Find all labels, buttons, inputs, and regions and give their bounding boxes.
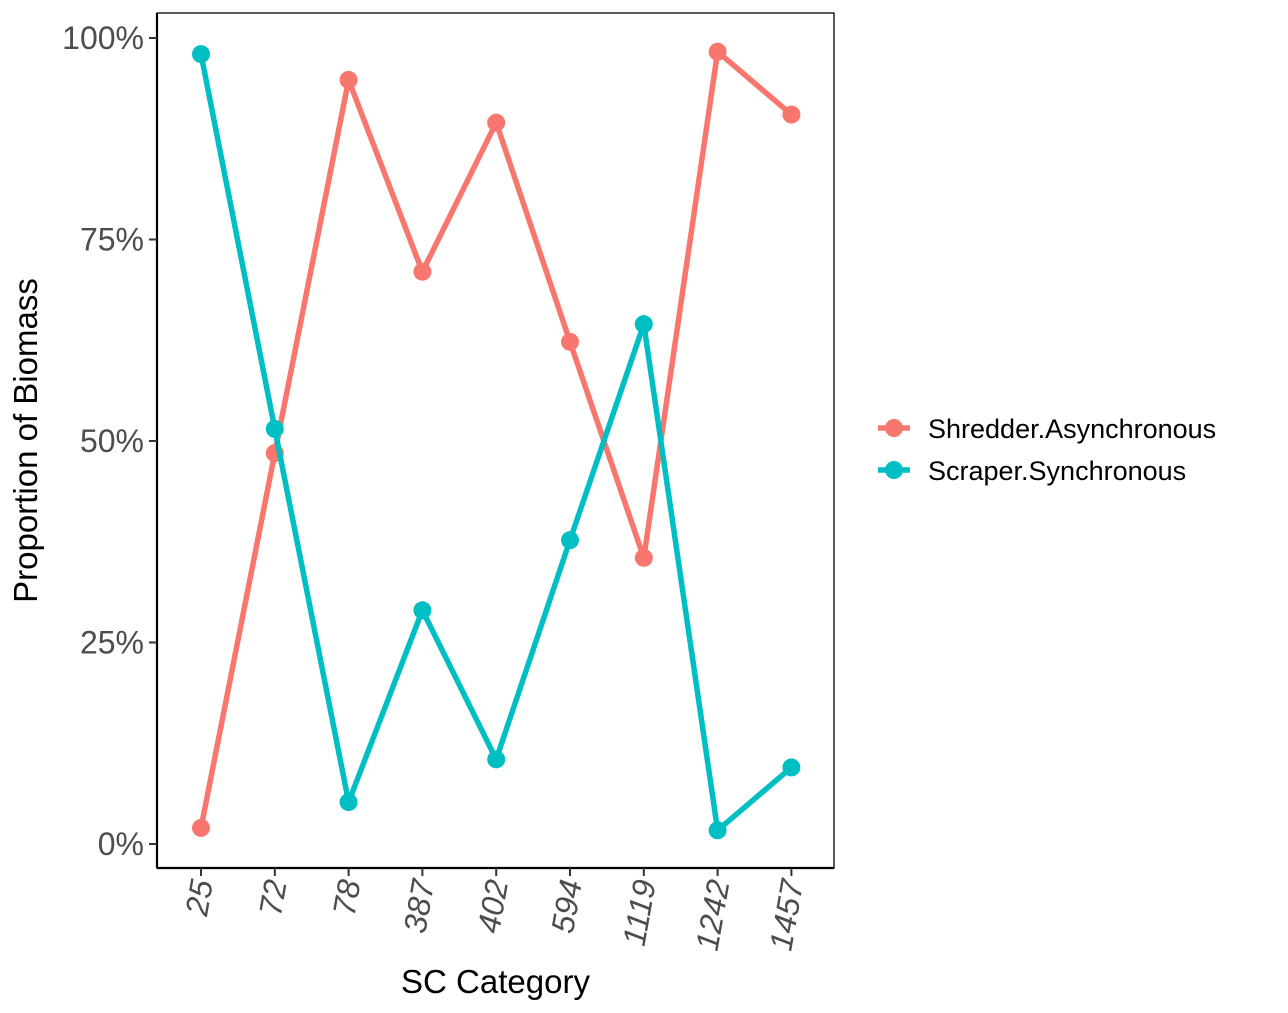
- data-point: [413, 601, 432, 620]
- x-axis-title: SC Category: [401, 963, 590, 1000]
- x-tick-label: 72: [252, 877, 294, 919]
- x-tick-label: 1457: [762, 876, 810, 954]
- legend-key-point: [885, 461, 903, 479]
- data-point: [192, 818, 210, 837]
- x-tick-label: 1242: [689, 877, 737, 954]
- series-2: [192, 45, 801, 840]
- x-tick-label: 1119: [616, 877, 663, 949]
- x-tick-label: 594: [544, 877, 589, 936]
- x-tick-label: 387: [397, 876, 442, 936]
- data-point: [634, 315, 653, 334]
- y-tick-label: 25%: [80, 625, 144, 661]
- legend-item: Shredder.Asynchronous: [878, 414, 1216, 444]
- legend-label: Shredder.Asynchronous: [928, 414, 1216, 444]
- x-axis: 25 72 78 387 402 594 1119 1242 1457: [178, 868, 811, 954]
- plot-panel: [155, 12, 835, 870]
- data-point: [413, 262, 432, 281]
- data-point: [634, 548, 653, 567]
- legend-label: Scraper.Synchronous: [928, 456, 1186, 486]
- data-point: [708, 42, 727, 61]
- x-tick-label: 25: [178, 877, 220, 919]
- y-tick-label: 0%: [98, 826, 144, 862]
- panel-border: [156, 12, 835, 869]
- series-1: [192, 42, 801, 837]
- data-point: [192, 45, 210, 64]
- legend-item: Scraper.Synchronous: [878, 456, 1186, 486]
- data-point: [782, 105, 801, 124]
- y-tick-label: 75%: [80, 222, 144, 258]
- y-axis: 0% 25% 50% 75% 100%: [62, 20, 157, 862]
- legend: Shredder.Asynchronous Scraper.Synchronous: [878, 414, 1216, 486]
- data-point: [487, 113, 506, 132]
- data-point: [708, 821, 727, 840]
- series-group: [192, 42, 801, 840]
- x-tick-label: 78: [326, 877, 368, 919]
- data-point: [782, 758, 801, 777]
- legend-key-point: [885, 419, 903, 437]
- data-point: [339, 70, 358, 89]
- data-point: [561, 531, 579, 550]
- y-tick-label: 50%: [80, 423, 144, 459]
- x-tick-label: 402: [470, 877, 515, 936]
- y-axis-title: Proportion of Biomass: [7, 278, 44, 603]
- data-point: [265, 419, 284, 438]
- data-point: [487, 750, 506, 769]
- data-point: [561, 332, 579, 351]
- y-tick-label: 100%: [62, 20, 144, 56]
- data-point: [339, 793, 358, 812]
